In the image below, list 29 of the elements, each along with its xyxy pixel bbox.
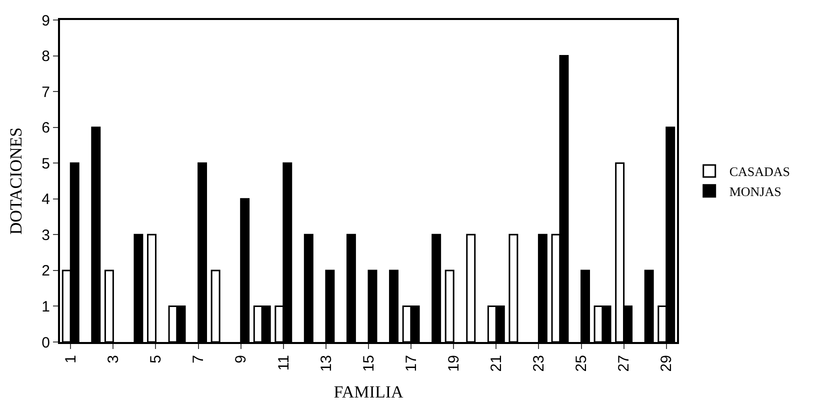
y-tick-label: 5 [42,155,50,172]
y-tick-label: 4 [42,191,50,208]
x-tick-label: 13 [318,355,335,372]
y-tick-label: 8 [42,48,50,66]
x-tick-label: 5 [148,355,165,364]
x-tick-label: 23 [530,355,548,372]
x-tick-label: 9 [232,355,250,364]
y-tick-label: 9 [42,12,50,30]
legend-label: MONJAS [729,184,782,199]
y-tick-label: 3 [42,226,50,244]
y-tick-label: 0 [42,334,50,352]
x-tick-label: 21 [488,355,506,372]
x-tick-label: 7 [190,355,208,364]
x-tick-label: 19 [445,355,462,372]
x-tick-label: 1 [62,355,80,364]
x-tick-label: 17 [402,355,420,372]
x-tick-label: 11 [275,355,292,371]
x-tick-label: 25 [573,355,590,372]
y-axis-title: DOTACIONES [6,127,26,235]
legend-label: CASADAS [729,164,790,180]
x-axis-title: FAMILIA [334,382,404,402]
x-tick-label: 3 [105,355,122,364]
y-tick-label: 6 [42,120,50,137]
y-tick-label: 1 [42,298,50,316]
y-tick-label: 7 [42,84,50,101]
x-tick-label: 15 [360,355,378,372]
y-tick-label: 2 [42,262,50,280]
x-tick-label: 27 [616,355,633,372]
x-tick-label: 29 [658,355,676,372]
